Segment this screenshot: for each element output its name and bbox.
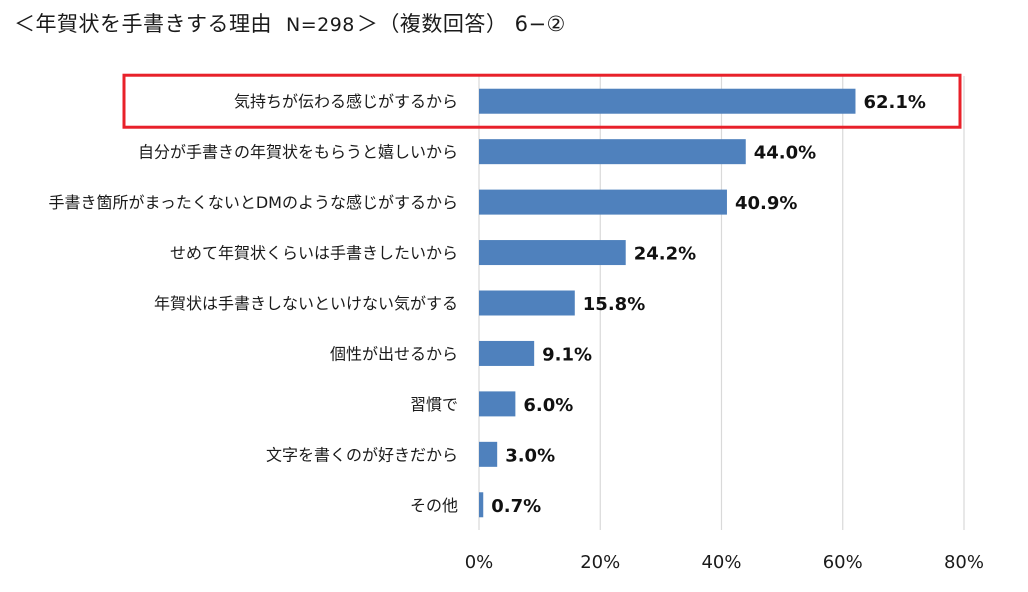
category-label: 年賀状は手書きしないといけない気がする — [154, 294, 458, 313]
x-tick-label: 0% — [465, 552, 494, 573]
value-label: 3.0% — [505, 445, 555, 466]
value-label: 0.7% — [491, 496, 541, 517]
category-label: 文字を書くのが好きだから — [266, 445, 458, 464]
value-labels: 62.1% 44.0% 40.9% 24.2% 15.8% 9.1% 6.0% 3.0% 0.7… — [491, 92, 926, 517]
category-label: 手書き箇所がまったくないとDMのような感じがするから — [49, 193, 459, 212]
x-axis-ticks: 0% 20% 40% 60% 80% — [465, 552, 984, 573]
bar — [479, 290, 575, 316]
bar — [479, 189, 727, 215]
value-label: 15.8% — [583, 294, 645, 315]
value-label: 62.1% — [863, 92, 925, 113]
category-labels: 気持ちが伝わる感じがするから自分が手書きの年賀状をもらうと嬉しいから手書き箇所が… — [49, 92, 459, 515]
value-label: 44.0% — [754, 143, 816, 164]
category-label: 習慣で — [410, 395, 458, 414]
bar — [479, 88, 856, 114]
category-label: その他 — [410, 496, 458, 515]
bar — [479, 240, 626, 266]
bar — [479, 441, 498, 467]
bar — [479, 139, 746, 165]
value-label: 24.2% — [634, 244, 696, 265]
value-label: 40.9% — [735, 193, 797, 214]
value-label: 9.1% — [542, 344, 592, 365]
chart-title: ＜年賀状を手書きする理由 N=298＞（複数回答） 6−② — [14, 8, 566, 38]
category-label: 気持ちが伝わる感じがするから — [234, 92, 458, 111]
highlight-rectangle — [122, 73, 962, 129]
value-label: 6.0% — [523, 395, 573, 416]
title-main: ＜年賀状を手書きする理由 — [14, 12, 272, 36]
x-tick-label: 60% — [823, 552, 863, 573]
title-sample-size: N=298 — [286, 14, 355, 36]
bar — [479, 340, 535, 366]
bar — [479, 391, 516, 417]
bars — [479, 88, 856, 518]
category-label: 自分が手書きの年賀状をもらうと嬉しいから — [138, 143, 458, 162]
highlight-box — [122, 73, 962, 129]
x-tick-label: 40% — [701, 552, 741, 573]
bar — [479, 492, 484, 518]
category-label: 個性が出せるから — [330, 344, 458, 363]
title-suffix: ＞（複数回答） 6−② — [356, 12, 566, 36]
x-tick-label: 80% — [944, 552, 984, 573]
category-label: せめて年賀状くらいは手書きしたいから — [170, 244, 458, 263]
x-tick-label: 20% — [580, 552, 620, 573]
